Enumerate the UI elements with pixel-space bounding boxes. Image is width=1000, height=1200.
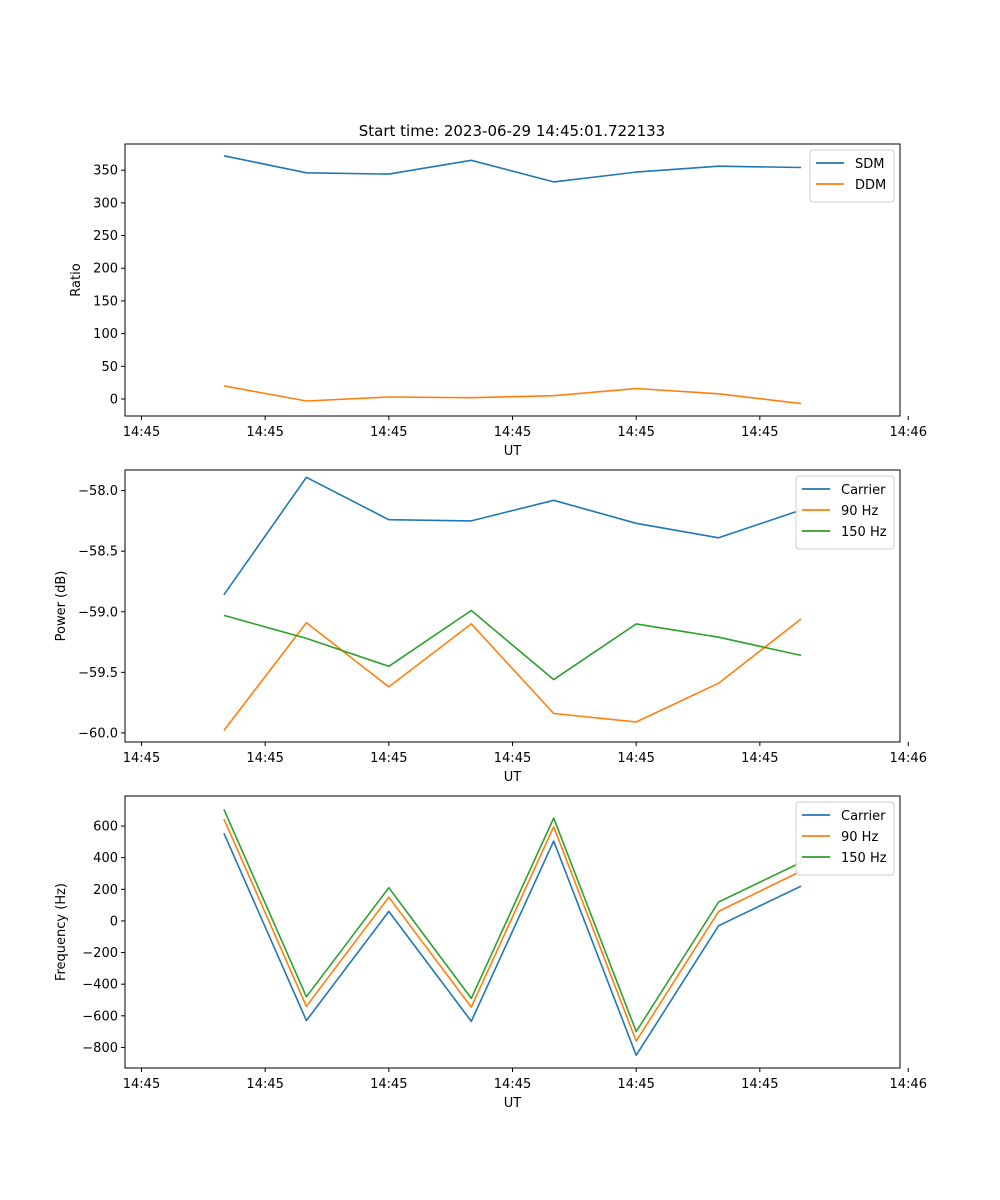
y-tick-label: −60.0 bbox=[78, 726, 118, 741]
panel-3: 14:45 14:45 14:45 14:45 14:45 14:45 14:46 −800 −… bbox=[54, 795, 927, 1111]
x-tick-label: 14:45 bbox=[246, 751, 283, 766]
panel-1: 14:45 14:45 14:45 14:45 14:45 14:45 14:46 0 50 10… bbox=[69, 143, 927, 459]
x-tick-label: 14:46 bbox=[890, 1077, 927, 1092]
x-tick-label: 14:45 bbox=[370, 425, 407, 440]
y-tick-label: 200 bbox=[93, 262, 118, 277]
y-tick-label: −600 bbox=[82, 1009, 118, 1024]
y-tick-label: 0 bbox=[110, 914, 118, 929]
legend-label: 90 Hz bbox=[841, 504, 878, 519]
x-tick-label: 14:45 bbox=[123, 751, 160, 766]
y-tick-label: 350 bbox=[93, 164, 118, 179]
x-tick-label: 14:45 bbox=[246, 1077, 283, 1092]
y-axis-label: Frequency (Hz) bbox=[54, 883, 69, 981]
y-tick-label: 300 bbox=[93, 196, 118, 211]
x-axis-label: UT bbox=[504, 770, 522, 785]
y-tick-label: −59.5 bbox=[78, 666, 118, 681]
x-tick-label: 14:45 bbox=[246, 425, 283, 440]
series-line-sdm bbox=[223, 155, 802, 183]
series-line-90-hz bbox=[223, 818, 802, 1042]
series-line-150-hz bbox=[223, 809, 802, 1033]
x-axis-label: UT bbox=[504, 1096, 522, 1111]
legend-label: 150 Hz bbox=[841, 525, 887, 540]
legend: Carrier 90 Hz 150 Hz bbox=[795, 475, 895, 550]
legend-label: DDM bbox=[855, 178, 886, 193]
x-tick-label: 14:45 bbox=[617, 425, 654, 440]
y-tick-label: −200 bbox=[82, 946, 118, 961]
x-tick-label: 14:46 bbox=[890, 425, 927, 440]
y-tick-label: −58.5 bbox=[78, 545, 118, 560]
x-tick-label: 14:45 bbox=[123, 425, 160, 440]
y-tick-label: 0 bbox=[110, 393, 118, 408]
x-tick-label: 14:45 bbox=[741, 425, 778, 440]
x-tick-label: 14:45 bbox=[617, 1077, 654, 1092]
y-tick-label: −58.0 bbox=[78, 484, 118, 499]
legend-label: 90 Hz bbox=[841, 830, 878, 845]
x-tick-label: 14:45 bbox=[494, 425, 531, 440]
x-tick-label: 14:45 bbox=[741, 751, 778, 766]
y-axis-label: Ratio bbox=[69, 263, 84, 296]
x-tick-label: 14:45 bbox=[494, 1077, 531, 1092]
x-tick-label: 14:45 bbox=[370, 1077, 407, 1092]
y-tick-label: −400 bbox=[82, 978, 118, 993]
x-tick-label: 14:45 bbox=[494, 751, 531, 766]
x-tick-label: 14:45 bbox=[123, 1077, 160, 1092]
y-tick-label: 400 bbox=[93, 851, 118, 866]
chart-panels: 14:45 14:45 14:45 14:45 14:45 14:45 14:46 0 50 10… bbox=[54, 143, 927, 1111]
y-tick-label: 250 bbox=[93, 229, 118, 244]
x-axis-label: UT bbox=[504, 444, 522, 459]
x-tick-label: 14:45 bbox=[370, 751, 407, 766]
legend-label: 150 Hz bbox=[841, 851, 887, 866]
legend-label: Carrier bbox=[841, 809, 886, 824]
series-line-ddm bbox=[223, 385, 802, 405]
y-tick-label: 600 bbox=[93, 820, 118, 835]
y-tick-label: −800 bbox=[82, 1041, 118, 1056]
x-tick-label: 14:45 bbox=[617, 751, 654, 766]
chart-title: Start time: 2023-06-29 14:45:01.722133 bbox=[359, 122, 665, 140]
y-tick-label: 100 bbox=[93, 327, 118, 342]
y-tick-label: 50 bbox=[101, 360, 118, 375]
series-line-90-hz bbox=[223, 618, 802, 731]
legend-label: SDM bbox=[855, 157, 884, 172]
series-line-carrier bbox=[223, 476, 802, 596]
legend-label: Carrier bbox=[841, 483, 886, 498]
legend: Carrier 90 Hz 150 Hz bbox=[795, 801, 895, 876]
series-line-150-hz bbox=[223, 609, 802, 681]
legend: SDM DDM bbox=[809, 149, 895, 203]
x-tick-label: 14:45 bbox=[741, 1077, 778, 1092]
y-tick-label: −59.0 bbox=[78, 605, 118, 620]
y-tick-label: 200 bbox=[93, 883, 118, 898]
y-axis-label: Power (dB) bbox=[54, 571, 69, 642]
panel-2: 14:45 14:45 14:45 14:45 14:45 14:45 14:46 −60.0… bbox=[54, 469, 927, 785]
series-line-carrier bbox=[223, 832, 802, 1057]
y-tick-label: 150 bbox=[93, 294, 118, 309]
x-tick-label: 14:46 bbox=[890, 751, 927, 766]
